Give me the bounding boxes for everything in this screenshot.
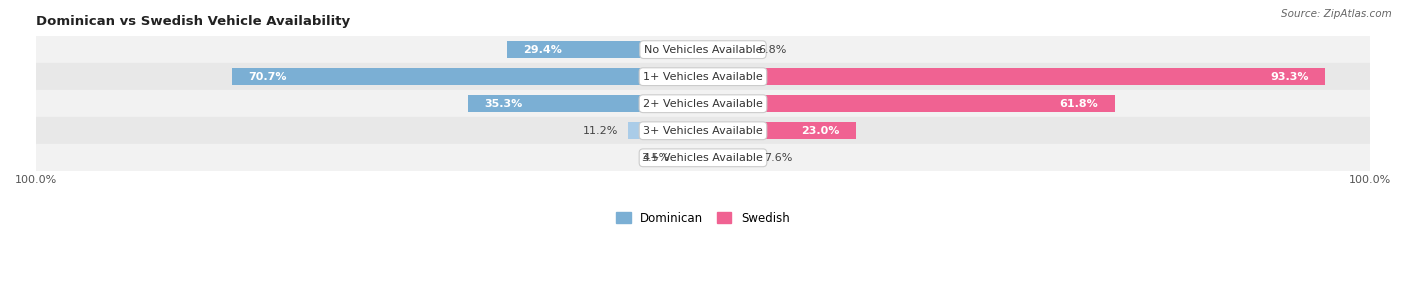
- Text: 6.8%: 6.8%: [758, 45, 787, 55]
- Bar: [37, 90, 1369, 117]
- Text: 61.8%: 61.8%: [1060, 99, 1098, 109]
- Text: Dominican vs Swedish Vehicle Availability: Dominican vs Swedish Vehicle Availabilit…: [37, 15, 350, 28]
- Bar: [703, 95, 1115, 112]
- Bar: [468, 95, 703, 112]
- Text: 1+ Vehicles Available: 1+ Vehicles Available: [643, 72, 763, 82]
- Bar: [679, 149, 703, 166]
- Text: 4+ Vehicles Available: 4+ Vehicles Available: [643, 153, 763, 163]
- Bar: [37, 63, 1369, 90]
- Bar: [37, 117, 1369, 144]
- Bar: [508, 41, 703, 58]
- Bar: [37, 36, 1369, 63]
- Bar: [703, 41, 748, 58]
- Text: 7.6%: 7.6%: [763, 153, 792, 163]
- Text: No Vehicles Available: No Vehicles Available: [644, 45, 762, 55]
- Bar: [37, 144, 1369, 171]
- Text: 3.5%: 3.5%: [641, 153, 669, 163]
- Legend: Dominican, Swedish: Dominican, Swedish: [612, 207, 794, 229]
- Text: 93.3%: 93.3%: [1270, 72, 1309, 82]
- Text: 35.3%: 35.3%: [484, 99, 523, 109]
- Bar: [703, 68, 1326, 85]
- Bar: [703, 122, 856, 139]
- Bar: [232, 68, 703, 85]
- Bar: [703, 149, 754, 166]
- Text: 29.4%: 29.4%: [523, 45, 562, 55]
- Bar: [628, 122, 703, 139]
- Text: Source: ZipAtlas.com: Source: ZipAtlas.com: [1281, 9, 1392, 19]
- Text: 2+ Vehicles Available: 2+ Vehicles Available: [643, 99, 763, 109]
- Text: 3+ Vehicles Available: 3+ Vehicles Available: [643, 126, 763, 136]
- Text: 23.0%: 23.0%: [801, 126, 839, 136]
- Text: 70.7%: 70.7%: [249, 72, 287, 82]
- Text: 11.2%: 11.2%: [583, 126, 619, 136]
